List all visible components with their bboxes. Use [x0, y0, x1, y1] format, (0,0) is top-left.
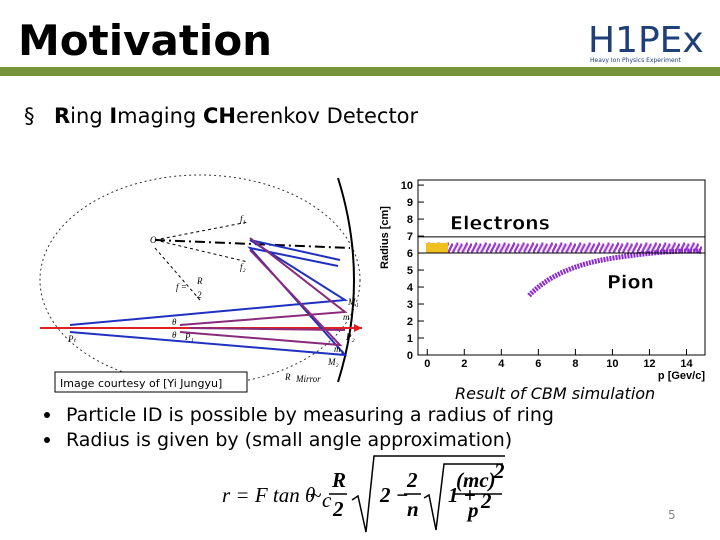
x-tick-label: 0 [424, 358, 430, 370]
logo: H1PEx [588, 20, 704, 61]
guide-lines [154, 221, 249, 301]
formula-p-exp: 2 [480, 489, 492, 513]
diagram-label: θ [172, 330, 177, 340]
x-tick-label: 8 [572, 358, 578, 370]
formula-frac-num: 2 [406, 468, 418, 492]
formula-sub: c [322, 488, 332, 512]
plot-bg [372, 175, 712, 377]
formula-mc: (mc) [456, 468, 496, 492]
y-tick-label: 0 [407, 350, 413, 362]
y-tick-label: 7 [407, 231, 413, 243]
mirror [337, 177, 355, 383]
diagram-label: P₁ [184, 332, 194, 342]
diagram-label: M₁ [347, 297, 359, 307]
diagram-label: Mirror [295, 374, 321, 384]
formula-approx: ~ [310, 483, 322, 507]
axis-line [154, 239, 351, 249]
diagram-label: f = [176, 282, 187, 292]
electron-core [426, 242, 448, 253]
annotation: Pion [607, 272, 654, 294]
page-number: 5 [668, 508, 676, 522]
slide-title: Motivation [18, 16, 272, 65]
diagram-label: f₂ [240, 262, 246, 272]
arrow [354, 324, 362, 332]
blue-rays [69, 239, 349, 357]
heading-part: R [54, 104, 70, 128]
heading-part: CH [203, 104, 236, 128]
logo-subtitle: Heavy Ion Physics Experiment [590, 57, 681, 64]
x-tick-label: 12 [643, 358, 655, 370]
bullet-dot [44, 437, 50, 443]
diagram-caption: Image courtesy of [Yi Jungyu] [60, 377, 222, 390]
formula-mc-exp: 2 [493, 459, 505, 483]
y-tick-label: 10 [401, 180, 413, 192]
formula-two-minus: 2 − [379, 483, 408, 507]
heading-part: erenkov Detector [236, 104, 419, 128]
caption-box [54, 371, 248, 393]
diagram-label: m₁ [343, 312, 353, 322]
y-tick-label: 9 [407, 197, 413, 209]
diagram-label: Pₜ [67, 334, 76, 344]
purple-rays [179, 237, 348, 347]
diagram-label: θ [172, 317, 177, 327]
heading-part: ing [70, 104, 109, 128]
x-tick-label: 14 [680, 358, 693, 370]
title-bar [0, 67, 720, 76]
diagram-label: 2 [197, 290, 202, 300]
y-tick-label: 5 [407, 265, 413, 277]
x-tick-label: 4 [498, 358, 505, 370]
formula-R: R [331, 468, 346, 492]
bullet: Radius is given by (small angle approxim… [66, 429, 512, 451]
heading-part: I [109, 104, 117, 128]
x-tick-label: 6 [535, 358, 541, 370]
diagram-label: R [196, 276, 203, 286]
y-axis-label: Radius [cm] [379, 206, 391, 269]
formula: r = F tan θ c ~ R 2 2 − 2 n 1 + (mc) 2 p… [222, 455, 505, 533]
formula-one-plus: 1 + [448, 483, 476, 507]
diagram-label: f₁ [240, 214, 246, 224]
pion-band [527, 248, 702, 298]
formula-frac-den: n [407, 497, 419, 521]
plot-caption: Result of CBM simulation [455, 384, 655, 403]
annotation: Electrons [450, 212, 550, 234]
diagram-label: R [284, 372, 291, 382]
radical [351, 455, 505, 533]
formula-p: p [466, 498, 479, 522]
diagram-label: O [150, 235, 157, 245]
diagram-label: M₂ [327, 357, 339, 367]
formula-R-den: 2 [332, 497, 344, 521]
bullet-dot [44, 412, 50, 418]
section-heading: Ring Imaging CHerenkov Detector [54, 104, 419, 128]
cherenkov-diagram [39, 174, 362, 386]
y-tick-label: 6 [407, 248, 413, 260]
diagram-label: P₂ [345, 332, 355, 342]
formula-lhs: r = F tan θ [222, 483, 315, 507]
y-tick-label: 3 [407, 299, 413, 311]
heading-part: maging [117, 104, 203, 128]
section-marker: § [24, 104, 35, 128]
y-tick-label: 1 [407, 333, 413, 345]
y-tick-label: 4 [407, 282, 414, 294]
x-tick-label: 10 [606, 358, 618, 370]
x-axis-label: p [Gev/c] [658, 370, 705, 382]
radical [423, 463, 503, 531]
logo-box [584, 14, 696, 62]
y-tick-label: 2 [407, 316, 413, 328]
x-tick-label: 2 [461, 358, 467, 370]
plot-frame [417, 179, 706, 356]
y-tick-label: 8 [407, 214, 413, 226]
diagram-label: m₂ [334, 344, 344, 354]
bullet: Particle ID is possible by measuring a r… [66, 404, 554, 426]
